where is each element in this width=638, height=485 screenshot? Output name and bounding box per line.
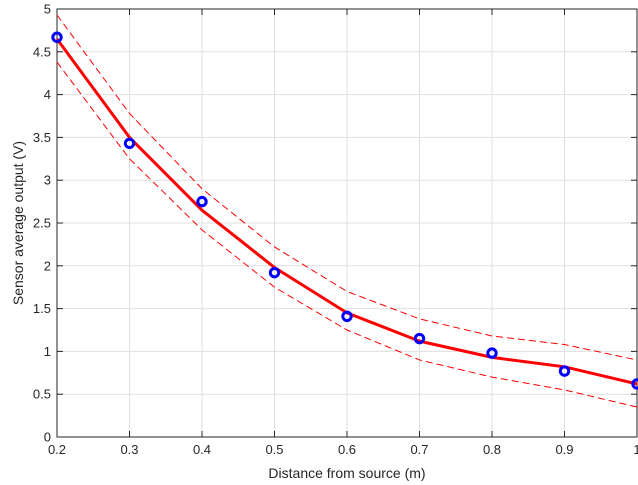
confidence-bound-line bbox=[56, 14, 638, 361]
x-tick-label: 0.6 bbox=[338, 442, 356, 457]
x-axis-label: Distance from source (m) bbox=[268, 465, 425, 481]
data-point-marker bbox=[631, 378, 638, 390]
data-point-marker bbox=[196, 195, 208, 208]
x-tick-label: 0.4 bbox=[193, 442, 211, 457]
data-point-marker bbox=[123, 137, 136, 150]
x-tick-label: 1 bbox=[633, 442, 638, 457]
data-point-marker bbox=[486, 347, 498, 359]
data-point-marker bbox=[341, 310, 353, 323]
y-tick-label: 1 bbox=[44, 344, 51, 359]
y-tick-label: 0 bbox=[44, 430, 51, 445]
y-tick-label: 4 bbox=[44, 87, 51, 102]
x-tick-label: 0.2 bbox=[48, 442, 66, 457]
data-point-marker bbox=[268, 266, 281, 279]
y-axis-label: Sensor average output (V) bbox=[10, 141, 26, 305]
data-point-marker bbox=[51, 31, 63, 43]
confidence-bound-line bbox=[56, 61, 638, 408]
y-tick-label: 3.5 bbox=[33, 130, 51, 145]
y-tick-label: 1.5 bbox=[33, 301, 51, 316]
x-tick-label: 0.8 bbox=[483, 442, 501, 457]
x-tick-label: 0.5 bbox=[265, 442, 283, 457]
axis-ticks: 0.2 0.3 0.4 0.5 0.6 0.7 0.8 0.9 1 0 0.5 1 1.5 2 2.5 3 3.… bbox=[33, 2, 638, 458]
y-tick-label: 0.5 bbox=[33, 387, 51, 402]
data-point-marker bbox=[413, 332, 426, 345]
data-point-marker bbox=[558, 365, 571, 377]
x-tick-label: 0.3 bbox=[120, 442, 138, 457]
data-series bbox=[51, 14, 638, 408]
x-tick-label: 0.7 bbox=[410, 442, 428, 457]
y-tick-label: 3 bbox=[44, 173, 51, 188]
y-tick-label: 2 bbox=[44, 258, 51, 273]
grid-lines bbox=[56, 8, 638, 438]
y-tick-label: 5 bbox=[44, 2, 51, 17]
y-tick-label: 4.5 bbox=[33, 44, 51, 59]
x-tick-label: 0.9 bbox=[555, 442, 573, 457]
y-tick-label: 2.5 bbox=[33, 216, 51, 231]
